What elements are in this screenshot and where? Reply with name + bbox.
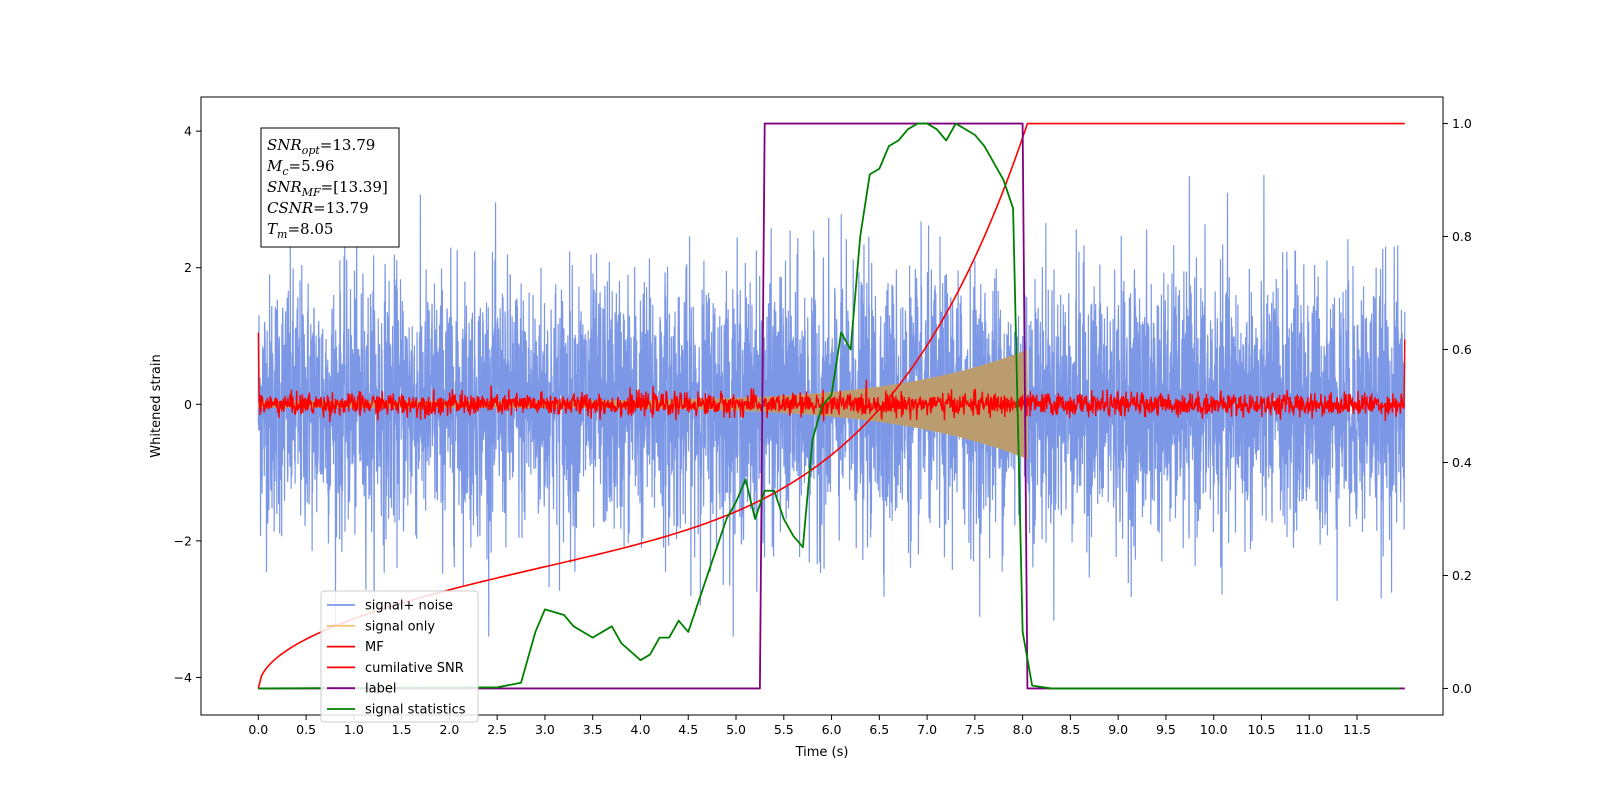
annotation-line: Tm=8.05: [267, 220, 333, 241]
x-tick-label: 6.5: [869, 722, 889, 737]
annotation-subscript: m: [277, 228, 287, 241]
x-tick-label: 7.0: [917, 722, 937, 737]
legend-entry: label: [365, 682, 396, 697]
annotation-box: SNRopt=13.79Mc=5.96SNRMF=[13.39]CSNR=13.…: [260, 127, 400, 248]
annotation-line: Mc=5.96: [266, 157, 335, 178]
annotation-frame: [260, 127, 400, 248]
x-tick-label: 5.0: [726, 722, 746, 737]
annotation-value: =13.79: [320, 136, 376, 154]
x-tick-label: 9.5: [1156, 722, 1176, 737]
x-tick-label: 9.0: [1108, 722, 1128, 737]
y2-tick-label: 0.8: [1452, 229, 1472, 244]
series-signal-statistics-line: [258, 122, 1401, 690]
y2-tick-label: 0.0: [1452, 681, 1472, 696]
x-tick-label: 10.5: [1248, 722, 1276, 737]
x-tick-label: 7.5: [965, 722, 985, 737]
x-tick-label: 3.0: [535, 722, 555, 737]
series-mf-line: [257, 332, 1406, 423]
annotation-value: =[13.39]: [321, 178, 388, 196]
x-tick-label: 1.5: [392, 722, 412, 737]
annotation-value: =8.05: [287, 220, 333, 238]
y-axis-label: Whitened strain: [149, 354, 164, 457]
annotation-symbol: M: [266, 157, 283, 175]
y-tick-label: −2: [174, 533, 192, 548]
y2-tick-label: 1.0: [1452, 116, 1472, 131]
x-tick-label: 0.0: [248, 722, 268, 737]
x-tick-label: 2.5: [487, 722, 507, 737]
legend-entry: cumilative SNR: [365, 661, 464, 676]
legend-entry: signal only: [365, 619, 435, 634]
annotation-value: =5.96: [289, 157, 335, 175]
annotation-symbol: CSNR: [267, 199, 313, 217]
y-tick-label: 2: [184, 260, 192, 275]
annotation-line: SNRMF=[13.39]: [267, 178, 388, 199]
x-tick-label: 2.0: [439, 722, 459, 737]
x-tick-label: 6.0: [822, 722, 842, 737]
x-tick-label: 4.0: [631, 722, 651, 737]
annotation-value: =13.79: [313, 199, 369, 217]
y2-tick-label: 0.6: [1452, 342, 1472, 357]
axis-ticks: 0.0 0.5 1.0 1.5 2.0 2.5 3.0 3.5 4.0 4.5 5.0 5.5 6.0 6…: [174, 116, 1472, 737]
x-tick-label: 3.5: [583, 722, 603, 737]
y2-tick-label: 0.4: [1452, 455, 1472, 470]
legend-entry: signal+ noise: [365, 599, 453, 614]
annotation-symbol: SNR: [267, 178, 302, 196]
x-tick-label: 1.0: [344, 722, 364, 737]
annotation-subscript: c: [282, 165, 288, 178]
y2-tick-label: 0.2: [1452, 568, 1472, 583]
annotation-line: CSNR=13.79: [267, 199, 369, 217]
x-tick-label: 0.5: [296, 722, 316, 737]
x-tick-label: 5.5: [774, 722, 794, 737]
annotation-symbol: T: [267, 220, 278, 238]
y-tick-label: 4: [184, 124, 192, 139]
annotation-subscript: MF: [301, 186, 321, 199]
x-tick-label: 11.0: [1295, 722, 1323, 737]
x-tick-label: 10.0: [1200, 722, 1228, 737]
annotation-line: SNRopt=13.79: [267, 136, 375, 157]
axes-frame: [200, 96, 1444, 716]
x-axis-label: Time (s): [795, 745, 849, 760]
annotation-symbol: SNR: [267, 136, 302, 154]
y-tick-label: 0: [184, 397, 192, 412]
legend: signal+ noise signal only MF cumilative SNR…: [320, 590, 479, 723]
legend-entry: signal statistics: [365, 703, 466, 718]
x-tick-label: 8.0: [1013, 722, 1033, 737]
annotation-subscript: opt: [302, 144, 321, 157]
x-tick-label: 8.5: [1060, 722, 1080, 737]
legend-entry: MF: [365, 640, 384, 655]
y-tick-label: −4: [174, 670, 192, 685]
legend-frame: [320, 590, 479, 723]
x-tick-label: 11.5: [1343, 722, 1371, 737]
x-tick-label: 4.5: [678, 722, 698, 737]
